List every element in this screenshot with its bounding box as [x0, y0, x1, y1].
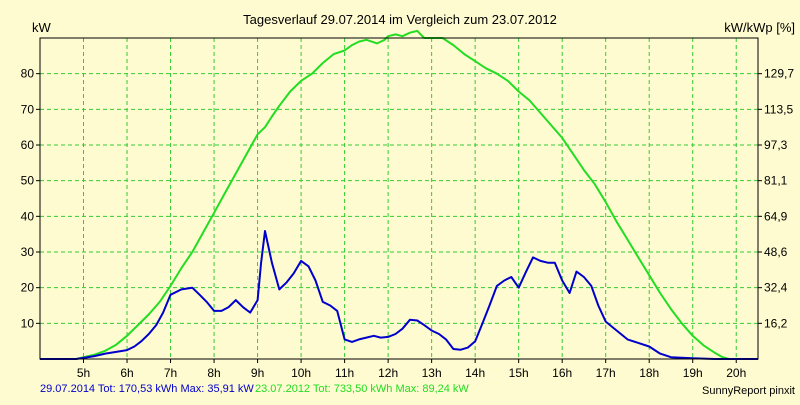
brand-label: SunnyReport pinxit [702, 385, 795, 397]
x-tick-label: 7h [164, 366, 177, 380]
y-tick-label-left: 20 [21, 281, 35, 295]
x-tick-label: 5h [77, 366, 90, 380]
legend-series-2012: 23.07.2012 Tot: 733,50 kWh Max: 89,24 kW [255, 383, 469, 395]
x-tick-label: 11h [335, 366, 354, 380]
y-tick-label-left: 10 [21, 316, 35, 330]
y-axis-right-label: kW/kWp [%] [724, 20, 795, 35]
x-tick-label: 17h [596, 366, 616, 380]
x-tick-label: 15h [509, 366, 529, 380]
y-tick-label-right: 129,7 [764, 67, 794, 81]
legend-series-2014: 29.07.2014 Tot: 170,53 kWh Max: 35,91 kW [40, 383, 254, 395]
y-tick-label-right: 32,4 [764, 281, 788, 295]
y-tick-label-right: 97,3 [764, 138, 788, 152]
series-line-1 [40, 230, 758, 360]
x-tick-label: 8h [207, 366, 220, 380]
y-tick-label-right: 48,6 [764, 245, 788, 259]
x-tick-label: 13h [422, 366, 442, 380]
y-tick-label-left: 60 [21, 138, 35, 152]
x-tick-label: 16h [552, 366, 572, 380]
y-tick-label-left: 80 [21, 67, 35, 81]
x-tick-label: 14h [465, 366, 485, 380]
series-lines [40, 29, 758, 360]
x-tick-label: 12h [378, 366, 398, 380]
x-tick-label: 20h [726, 366, 746, 380]
x-tick-label: 19h [683, 366, 703, 380]
chart-title: Tagesverlauf 29.07.2014 im Vergleich zum… [243, 12, 557, 27]
y-tick-label-left: 50 [21, 174, 35, 188]
y-tick-label-left: 30 [21, 245, 35, 259]
y-tick-label-right: 16,2 [764, 316, 788, 330]
plot-frame [39, 37, 759, 360]
grid [40, 38, 758, 359]
tick-labels: 5h 6h 7h 8h 9h 10h 11h 12h 13h 14h 15h 16h 17h 18h 19h… [21, 67, 795, 380]
x-tick-label: 10h [291, 366, 311, 380]
y-tick-label-left: 40 [21, 209, 35, 223]
x-tick-label: 18h [639, 366, 659, 380]
y-tick-label-left: 70 [21, 102, 35, 116]
y-tick-label-right: 64,9 [764, 209, 788, 223]
y-tick-label-right: 81,1 [764, 174, 788, 188]
x-tick-label: 9h [251, 366, 264, 380]
x-tick-label: 6h [120, 366, 133, 380]
y-tick-label-right: 113,5 [764, 102, 793, 116]
series-line-0 [40, 29, 758, 360]
y-axis-left-label: kW [32, 20, 52, 35]
